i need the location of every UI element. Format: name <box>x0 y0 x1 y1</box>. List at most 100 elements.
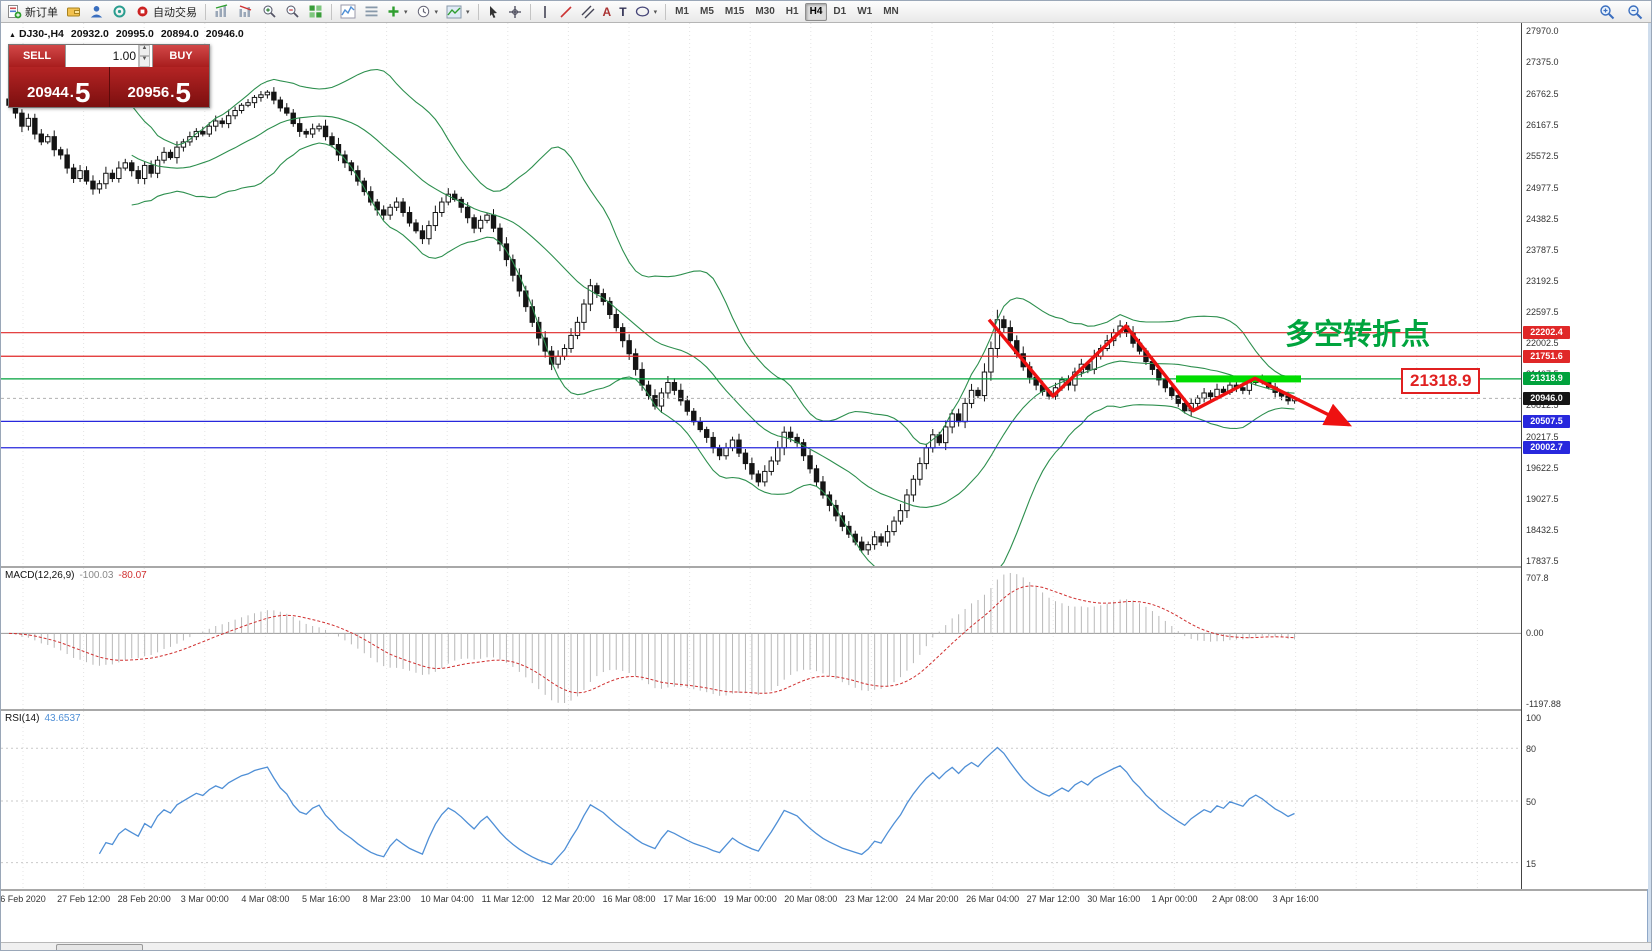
axis-tick-label: 24977.5 <box>1526 182 1559 193</box>
axis-tick-label: 27970.0 <box>1526 26 1559 36</box>
axis-tick-label: 707.8 <box>1526 573 1549 583</box>
objects-list-button[interactable] <box>360 1 383 23</box>
macd-header: MACD(12,26,9) -100.03 -80.07 <box>5 570 147 581</box>
axis-tick-label: 80 <box>1526 744 1537 755</box>
autotrading-label: 自动交易 <box>153 6 197 19</box>
toolbar-separator <box>477 3 479 20</box>
axis-tick-label: 22002.5 <box>1526 338 1559 349</box>
toolbar-separator <box>205 3 206 20</box>
column-chart-button[interactable] <box>234 1 258 23</box>
price-chart[interactable] <box>1 23 1521 566</box>
axis-tick-label: 17837.5 <box>1526 556 1559 566</box>
cursor-button[interactable] <box>483 1 504 23</box>
label-tool-icon: T <box>619 4 627 19</box>
timeframe-button-w1[interactable]: W1 <box>857 5 873 17</box>
time-label: 23 Mar 12:00 <box>844 894 898 904</box>
shapes-button[interactable]: ▾ <box>631 1 662 23</box>
bollinger-band <box>131 142 1295 566</box>
vertical-line-button[interactable] <box>535 1 555 23</box>
volume-increase-button[interactable]: ▲ <box>139 45 150 56</box>
time-label: 4 Mar 08:00 <box>241 894 290 904</box>
label-tool-button[interactable]: T <box>615 1 630 23</box>
rsi-panel[interactable] <box>1 711 1521 889</box>
channel-icon <box>581 5 595 18</box>
dropdown-arrow-icon: ▾ <box>653 8 658 16</box>
zoom-in-button[interactable] <box>258 1 281 23</box>
add-indicator-button[interactable]: ▾ <box>383 1 412 23</box>
community-button[interactable] <box>108 1 131 23</box>
timeframe-button-m15[interactable]: M15 <box>724 5 745 17</box>
autotrading-button[interactable]: 自动交易 <box>131 1 201 23</box>
timeframe-button-h4[interactable]: H4 <box>804 2 828 21</box>
new-order-label: 新订单 <box>25 6 58 19</box>
profile-button[interactable] <box>85 1 108 23</box>
templates-button[interactable]: ▾ <box>442 1 474 23</box>
level-price-annotation[interactable]: 21318.9 <box>1401 368 1481 394</box>
funds-button[interactable] <box>62 1 85 23</box>
timeframe-toolbar: M1 M5 M15 M30 H1 H4 D1 W1 MN <box>670 2 904 21</box>
time-axis[interactable]: 6 Feb 2020 27 Feb 12:00 28 Feb 20:00 3 Mar … <box>1 891 1521 915</box>
shapes-icon <box>635 6 649 17</box>
symbol-period-label: DJ30-,H4 <box>18 28 64 40</box>
axis-tick-label: 15 <box>1526 858 1537 869</box>
channel-button[interactable] <box>577 1 599 23</box>
panel-separator[interactable] <box>1 709 1651 711</box>
timeframe-button-mn[interactable]: MN <box>883 5 899 17</box>
sell-button[interactable]: SELL <box>9 45 65 67</box>
collapse-panel-icon[interactable]: ▲ <box>9 32 16 39</box>
axis-tick-label: 26167.5 <box>1526 120 1559 131</box>
scrollbar-thumb[interactable] <box>56 944 143 950</box>
macd-panel[interactable] <box>1 568 1521 709</box>
timeframe-button-m30[interactable]: M30 <box>755 5 775 17</box>
panel-separator[interactable] <box>1 566 1651 568</box>
buy-price-button[interactable]: 20956. 5 <box>127 77 191 108</box>
close-value: 20946.0 <box>205 28 244 40</box>
price-axis[interactable]: 27970.0 27375.0 26762.5 26167.5 25572.5 24977… <box>1521 23 1648 889</box>
buy-button[interactable]: BUY <box>153 45 209 67</box>
zoom-out-button[interactable] <box>281 1 304 23</box>
symbol-info-bar: ▲ DJ30-,H4 20932.0 20995.0 20894.0 20946.0 <box>9 28 251 40</box>
alerts-button[interactable]: ▾ <box>412 1 443 23</box>
text-tool-button[interactable]: A <box>599 1 616 23</box>
axis-tick-label: 19622.5 <box>1526 462 1559 473</box>
add-indicator-icon <box>388 6 399 17</box>
time-label: 11 Mar 12:00 <box>481 894 534 904</box>
volume-decrease-button[interactable]: ▼ <box>139 56 150 67</box>
volume-field[interactable]: 1.00 ▲ ▼ <box>65 45 153 67</box>
time-label: 2 Apr 08:00 <box>1211 894 1259 904</box>
axis-tick-label: 25572.5 <box>1526 151 1559 162</box>
axis-tick-label: 18432.5 <box>1526 524 1559 535</box>
axis-tick-label: 0.00 <box>1526 628 1544 639</box>
bar-chart-button[interactable] <box>210 1 234 23</box>
objects-list-icon <box>365 6 378 17</box>
turning-point-annotation[interactable]: 多空转折点 <box>1285 319 1431 351</box>
community-icon <box>113 5 126 18</box>
time-label: 20 Mar 08:00 <box>784 894 838 904</box>
time-label: 17 Mar 16:00 <box>663 894 717 904</box>
chart-region[interactable]: ▲ DJ30-,H4 20932.0 20995.0 20894.0 20946.0 SE… <box>1 23 1651 942</box>
support-highlight-bar[interactable] <box>1176 375 1301 383</box>
search-zoom-out-button[interactable] <box>1623 1 1647 23</box>
horizontal-scrollbar[interactable] <box>1 942 1651 950</box>
timeframe-button-h1[interactable]: H1 <box>785 5 799 17</box>
timeframe-button-m1[interactable]: M1 <box>675 5 689 17</box>
time-label: 27 Mar 12:00 <box>1026 894 1080 904</box>
rsi-line <box>98 746 1295 866</box>
open-value: 20932.0 <box>70 28 109 40</box>
clock-icon <box>417 5 429 18</box>
crosshair-button[interactable] <box>504 1 526 23</box>
price-badge: 21318.9 <box>1523 372 1570 386</box>
time-label: 16 Mar 08:00 <box>602 894 656 904</box>
axis-tick-label: 24382.5 <box>1526 213 1559 224</box>
indicators-button[interactable] <box>336 1 360 23</box>
sell-price-button[interactable]: 20944. 5 <box>9 67 110 107</box>
trend-zigzag-annotation[interactable] <box>987 318 1353 427</box>
timeframe-button-m5[interactable]: M5 <box>699 5 714 17</box>
timeframe-button-d1[interactable]: D1 <box>833 5 847 17</box>
new-order-button[interactable]: 新订单 <box>3 1 62 23</box>
rsi-header: RSI(14) 43.6537 <box>5 713 81 724</box>
tile-windows-button[interactable] <box>304 1 327 23</box>
dropdown-arrow-icon: ▾ <box>404 8 408 16</box>
trendline-button[interactable] <box>555 1 577 23</box>
search-zoom-in-button[interactable] <box>1595 1 1619 23</box>
